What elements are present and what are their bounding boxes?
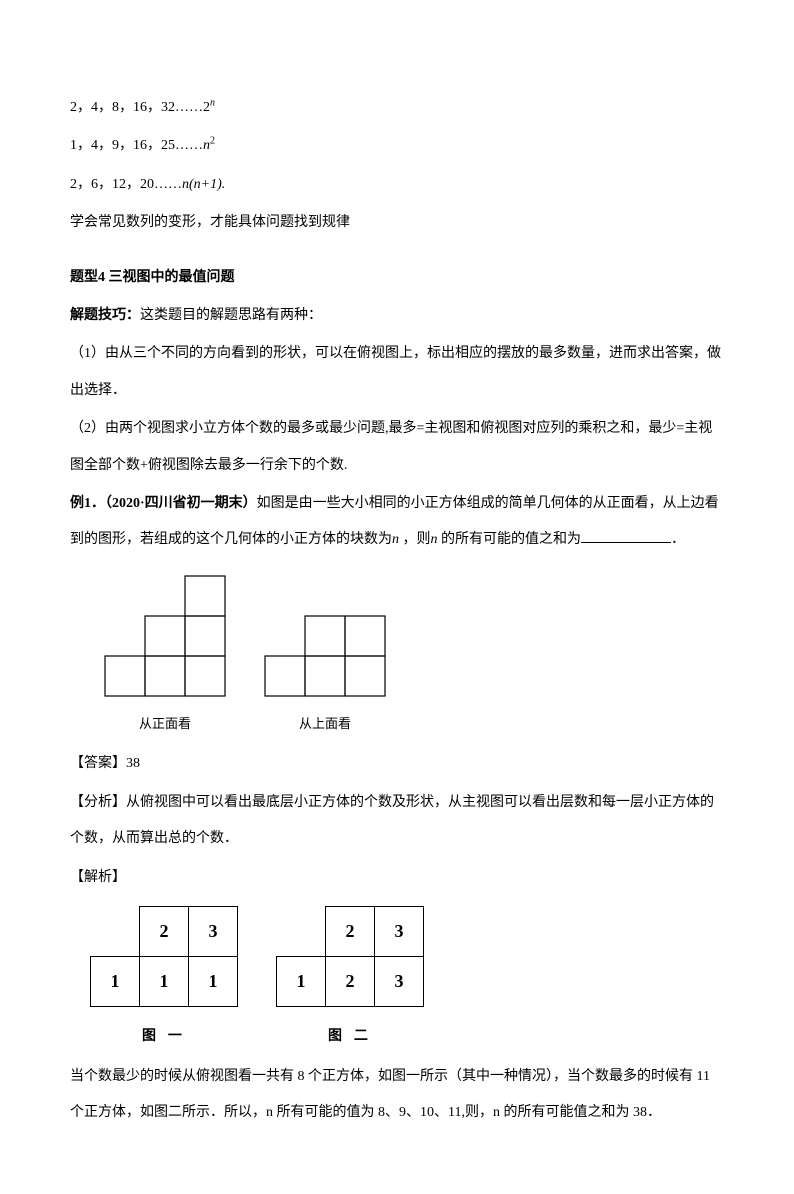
table-2: 23 123 <box>276 906 424 1007</box>
sequence-3: 2，6，12，20……n(n+1). <box>70 167 724 203</box>
sequence-2: 1，4，9，16，25……n2 <box>70 128 724 164</box>
final-explanation: 当个数最少的时候从俯视图看一共有 8 个正方体，如图一所示（其中一种情况），当个… <box>70 1059 724 1132</box>
views-figure-row: 从正面看 从上面看 <box>100 571 724 741</box>
solve-label: 【解析】 <box>70 860 724 896</box>
point-1: （1）由从三个不同的方向看到的形状，可以在俯视图上，标出相应的摆放的最多数量，进… <box>70 336 724 409</box>
table-2-label: 图 二 <box>328 1017 372 1053</box>
table-1-label: 图 一 <box>142 1017 186 1053</box>
example-1: 例1．（2020·四川省初一期末）如图是由一些大小相同的小正方体组成的简单几何体… <box>70 486 724 559</box>
skill-line: 解题技巧：这类题目的解题思路有两种： <box>70 298 724 334</box>
front-view-label: 从正面看 <box>139 707 191 741</box>
table-1: 23 111 <box>90 906 238 1007</box>
sequence-1: 2，4，8，16，32……2n <box>70 90 724 126</box>
top-view-figure <box>260 611 390 701</box>
top-view-label: 从上面看 <box>299 707 351 741</box>
section-title: 题型4 三视图中的最值问题 <box>70 260 724 296</box>
point-2: （2）由两个视图求小立方体个数的最多或最少问题,最多=主视图和俯视图对应列的乘积… <box>70 411 724 484</box>
tables-row: 23 111 图 一 23 123 图 二 <box>90 906 724 1053</box>
note-line: 学会常见数列的变形，才能具体问题找到规律 <box>70 205 724 241</box>
analysis-line: 【分析】从俯视图中可以看出最底层小正方体的个数及形状，从主视图可以看出层数和每一… <box>70 785 724 858</box>
front-view-figure <box>100 571 230 701</box>
answer-line: 【答案】38 <box>70 746 724 782</box>
